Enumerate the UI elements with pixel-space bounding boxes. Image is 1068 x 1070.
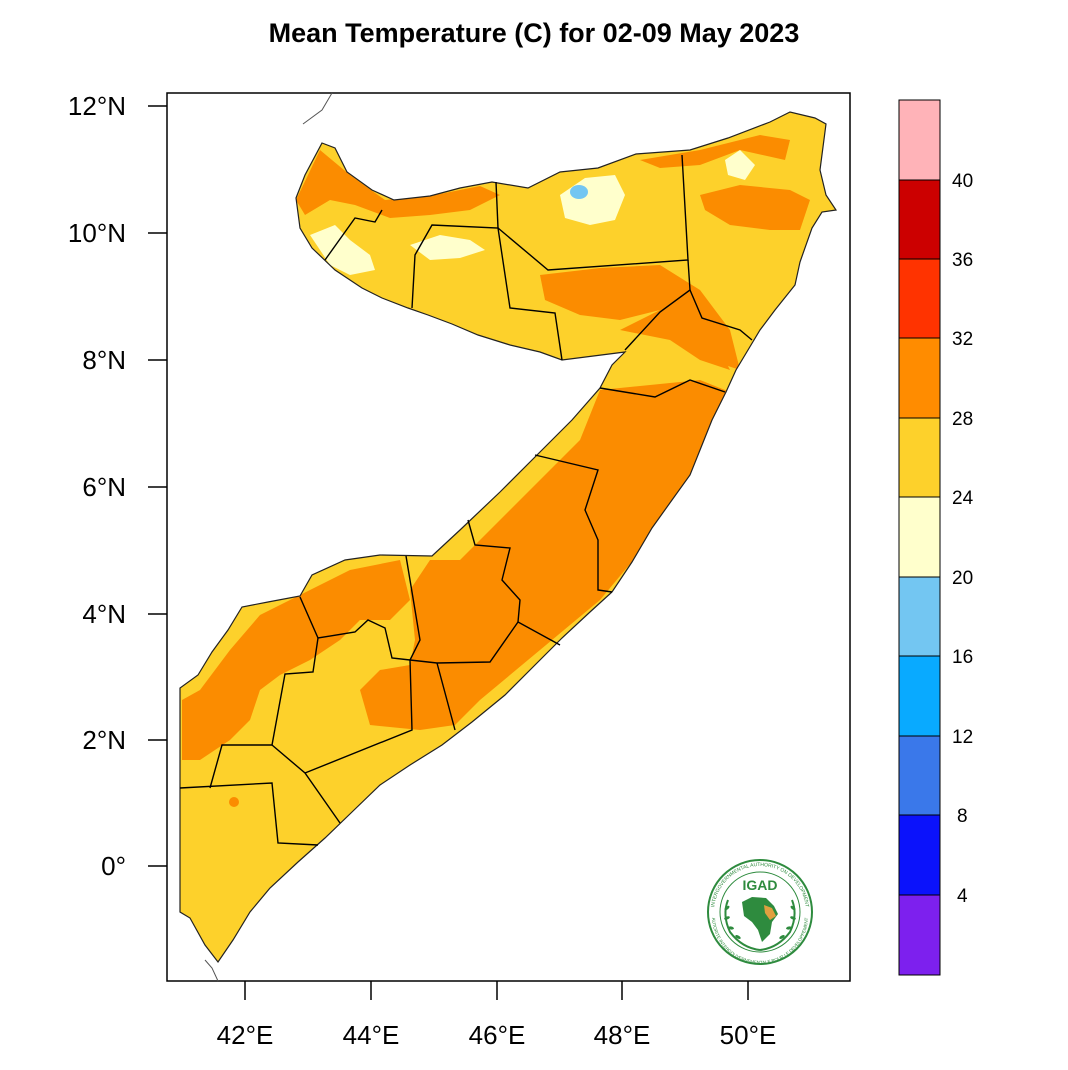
field-28-32-north-coast: [296, 150, 500, 218]
field-20-24-east: [725, 150, 755, 180]
map-title: Mean Temperature (C) for 02-09 May 2023: [268, 18, 800, 48]
colorbar-bin-24-28: [899, 418, 940, 497]
lat-label-12n: 12°N: [68, 91, 126, 121]
admin-line: [324, 209, 383, 261]
colorbar-bin-above-40: [899, 100, 940, 180]
lat-label-8n: 8°N: [82, 345, 126, 375]
colorbar-bin-32-36: [899, 259, 940, 338]
igad-region-icon: [764, 905, 776, 920]
admin-line: [689, 289, 753, 341]
admin-line: [495, 181, 499, 229]
colorbar-bin-12-16: [899, 656, 940, 736]
lat-label-4n: 4°N: [82, 599, 126, 629]
field-20-24-central: [410, 235, 485, 260]
field-28-32-southwest: [182, 560, 410, 760]
lat-label-6n: 6°N: [82, 472, 126, 502]
colorbar: 40 36 32 28 24 20 16 12 8 4: [898, 99, 974, 976]
field-16-20-spot: [570, 185, 588, 199]
lon-axis: 42°E 44°E 46°E 48°E 50°E: [217, 981, 777, 1050]
colorbar-bin-4-8: [899, 815, 940, 895]
colorbar-label-20: 20: [952, 568, 973, 589]
plot-frame: [166, 92, 851, 982]
field-28-32-small: [229, 797, 239, 807]
neighbor-border: [302, 92, 333, 125]
admin-line: [599, 379, 726, 398]
admin-boundaries: [179, 154, 753, 846]
lat-label-2n: 2°N: [82, 725, 126, 755]
lon-label-44e: 44°E: [343, 1020, 400, 1050]
colorbar-frame: [898, 99, 941, 976]
admin-line: [271, 744, 341, 824]
colorbar-bin-below-4: [899, 895, 940, 975]
admin-line: [436, 662, 456, 731]
admin-line: [209, 637, 319, 789]
temperature-field: [180, 112, 836, 962]
colorbar-bin-36-40: [899, 180, 940, 259]
colorbar-label-8: 8: [957, 806, 968, 827]
colorbar-bin-20-24: [899, 497, 940, 577]
igad-logo: IGAD INTERGOVERNMENTAL AUTHORITY ON DEVE…: [707, 859, 813, 965]
field-28-32-puntland: [700, 185, 810, 230]
admin-line: [497, 154, 689, 271]
lat-label-10n: 10°N: [68, 218, 126, 248]
colorbar-label-12: 12: [952, 727, 973, 748]
lat-axis: 12°N 10°N 8°N 6°N 4°N 2°N 0°: [68, 91, 167, 881]
colorbar-label-40: 40: [952, 171, 973, 192]
admin-line: [179, 782, 319, 846]
colorbar-label-4: 4: [957, 886, 968, 907]
field-28-32-cape: [640, 135, 790, 168]
colorbar-label-36: 36: [952, 250, 973, 271]
colorbar-label-32: 32: [952, 329, 973, 350]
lon-label-42e: 42°E: [217, 1020, 274, 1050]
lon-label-48e: 48°E: [594, 1020, 651, 1050]
field-20-24-west: [310, 225, 375, 275]
lon-label-50e: 50°E: [720, 1020, 777, 1050]
logo-name: IGAD: [743, 877, 778, 893]
colorbar-label-16: 16: [952, 647, 973, 668]
colorbar-label-24: 24: [952, 488, 974, 509]
admin-line: [624, 259, 691, 351]
colorbar-bin-16-20: [899, 577, 940, 656]
admin-line: [409, 621, 519, 664]
lat-label-0: 0°: [101, 851, 126, 881]
colorbar-bin-8-12: [899, 736, 940, 815]
neighbor-border-south: [204, 959, 219, 982]
country-outline: [179, 111, 838, 964]
admin-line: [534, 454, 613, 593]
colorbar-bin-28-32: [899, 338, 940, 418]
colorbar-label-28: 28: [952, 409, 973, 430]
field-28-32-central: [360, 380, 730, 730]
lon-label-46e: 46°E: [469, 1020, 526, 1050]
